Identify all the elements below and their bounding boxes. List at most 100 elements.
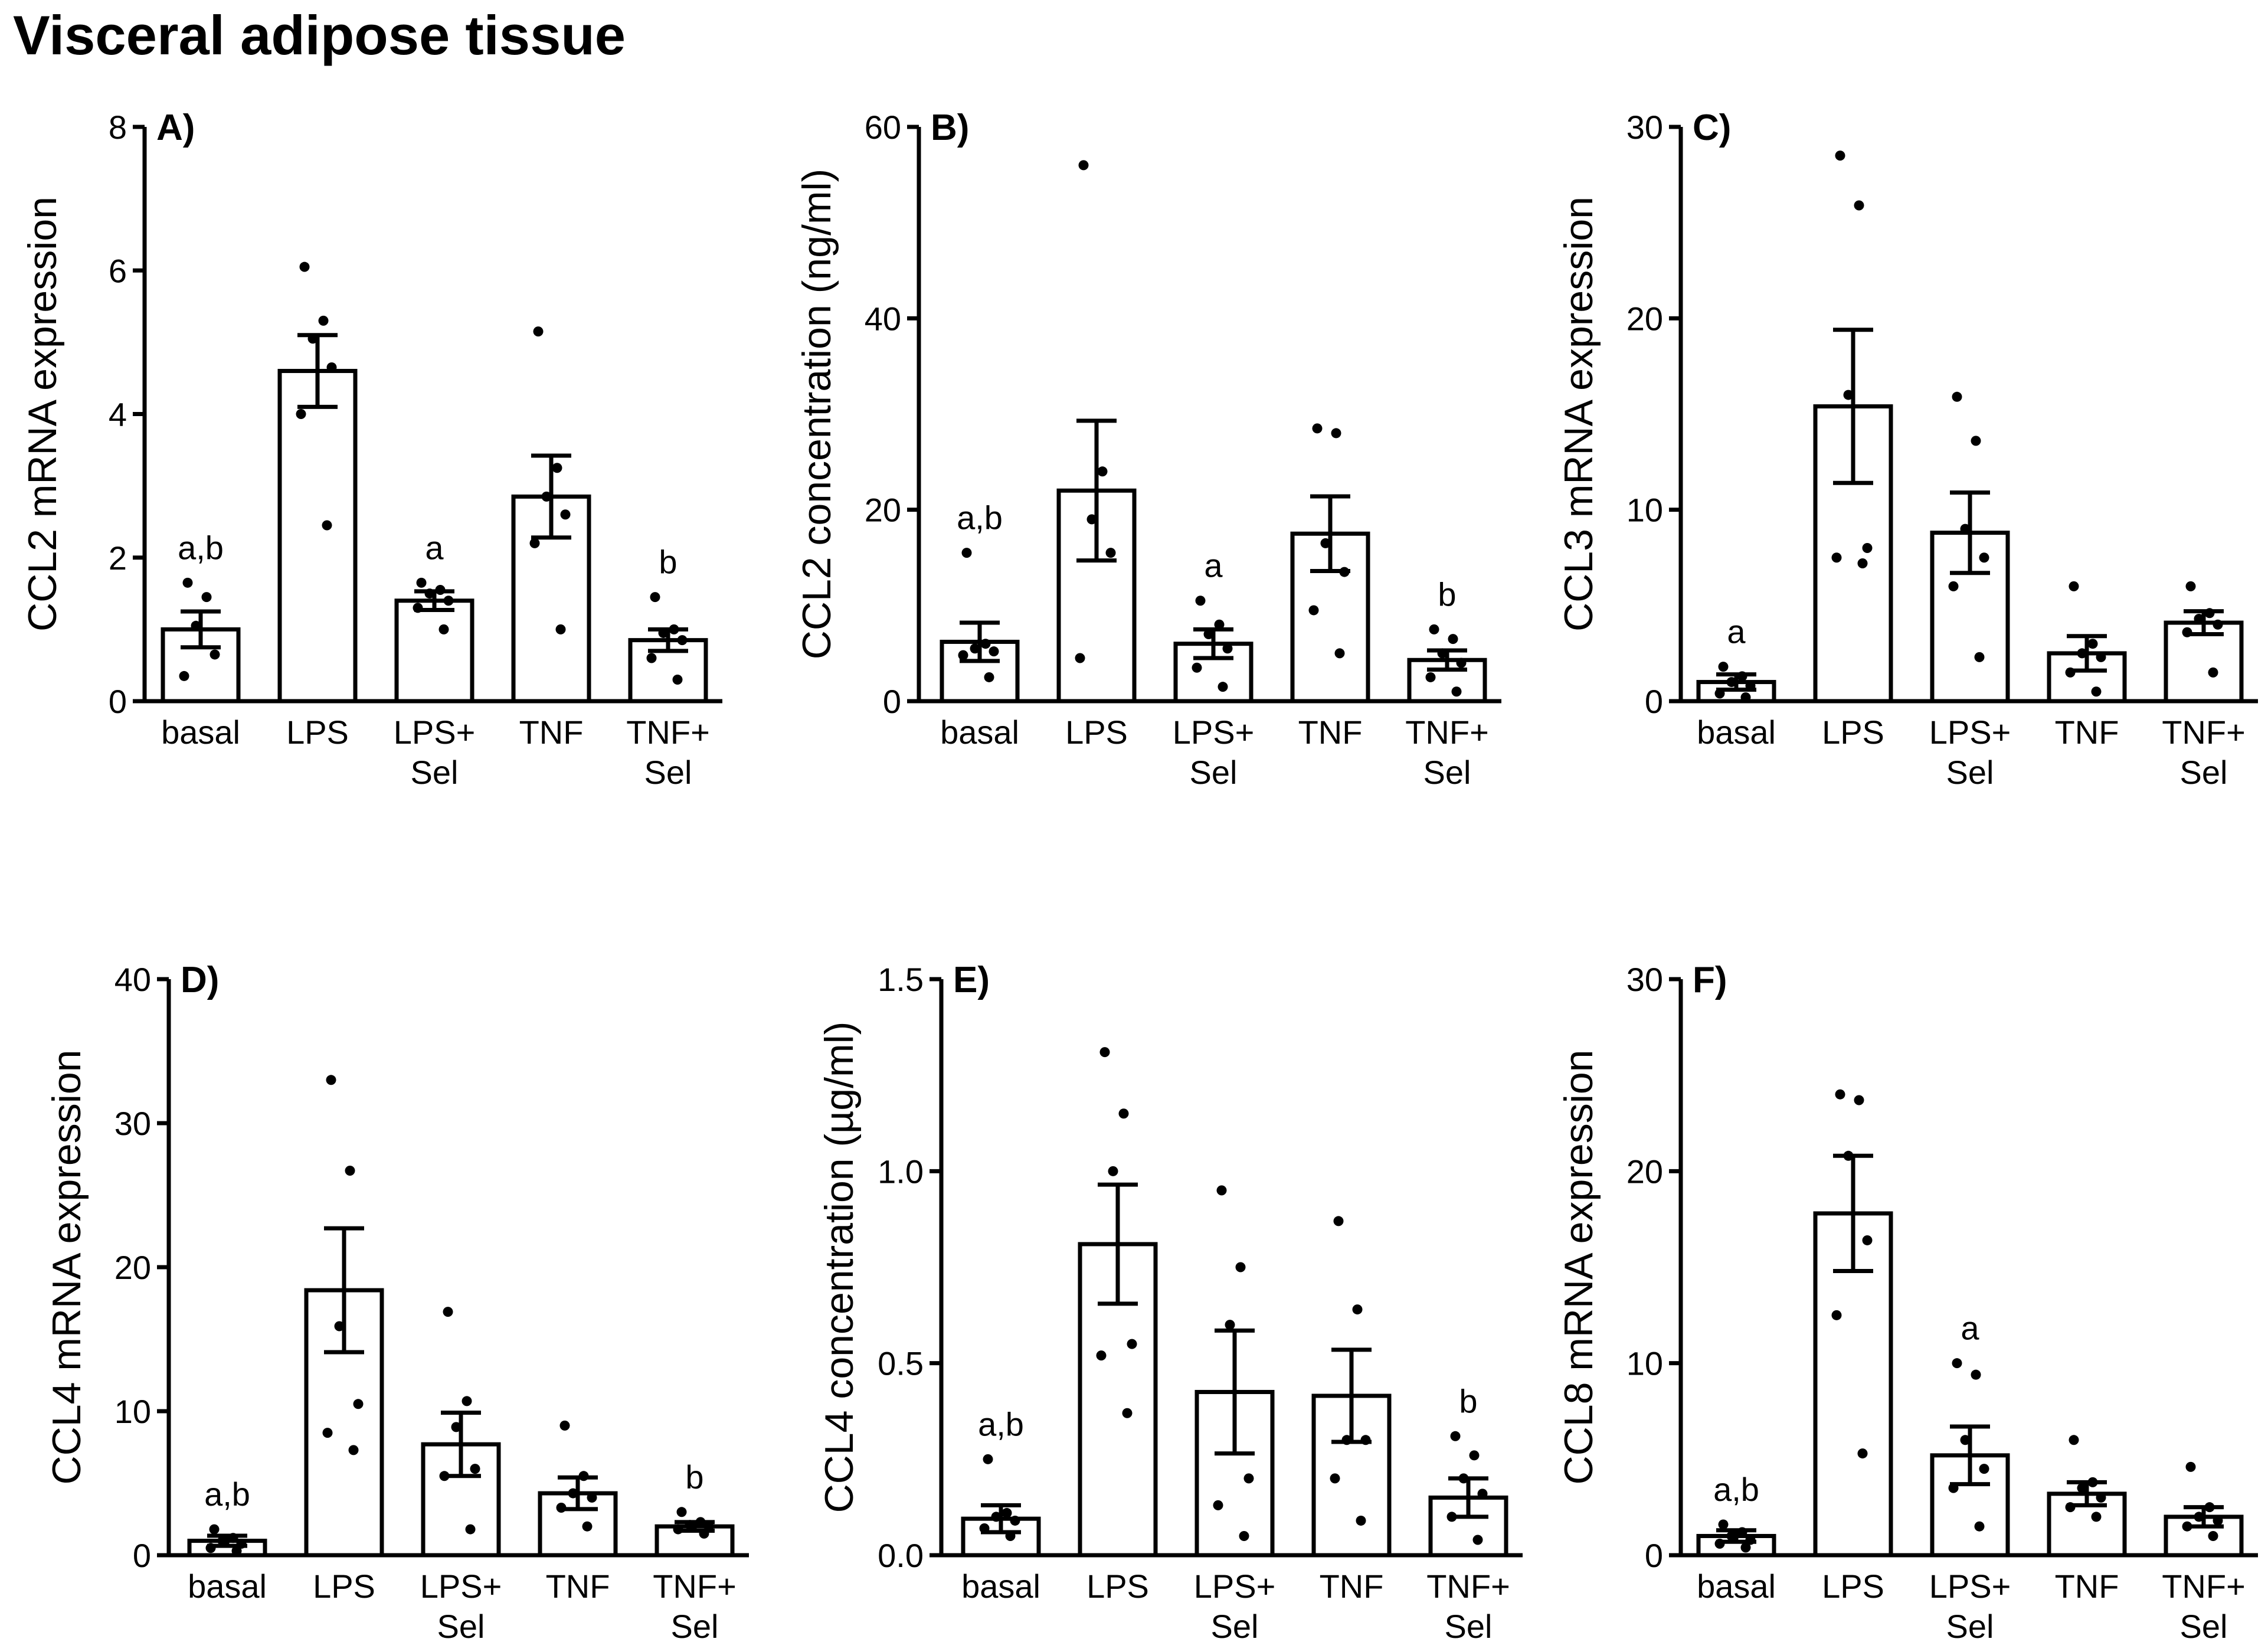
x-tick-label-line: Sel — [1445, 1608, 1493, 1645]
x-tick-label-line: Sel — [1211, 1608, 1259, 1645]
data-point — [587, 1492, 597, 1503]
x-tick-label: TNF+ Sel — [2162, 714, 2246, 791]
data-point — [231, 1546, 242, 1556]
panel-label: F) — [1693, 960, 1727, 1000]
data-point — [1477, 1489, 1488, 1499]
data-point — [322, 520, 332, 531]
x-tick-label: TNF+ Sel — [1426, 1568, 1510, 1645]
significance-label: b — [659, 544, 677, 581]
data-point — [348, 1445, 359, 1455]
bar — [277, 369, 358, 704]
data-point — [2087, 1477, 2098, 1487]
data-point — [182, 577, 193, 588]
data-point — [1843, 390, 1854, 400]
data-point — [699, 1528, 709, 1539]
x-tick-label: basal — [961, 1568, 1040, 1605]
x-tick-label: basal — [940, 714, 1019, 751]
data-point — [1446, 1512, 1457, 1522]
x-tick-label: LPS+ Sel — [420, 1568, 502, 1645]
data-point — [2087, 639, 2098, 649]
data-point — [307, 333, 318, 344]
data-point — [1862, 1235, 1873, 1245]
x-tick-label: LPS+ Sel — [1929, 1568, 2011, 1645]
data-point — [1835, 151, 1845, 161]
x-tick-label-line: basal — [188, 1568, 267, 1605]
data-point — [1458, 1473, 1469, 1484]
x-tick-label: LPS+ Sel — [1929, 714, 2011, 791]
y-tick-label: 6 — [109, 252, 127, 289]
data-point — [296, 409, 306, 419]
y-tick-label: 0 — [1645, 1537, 1663, 1574]
data-point — [1960, 1435, 1971, 1445]
data-point — [1718, 662, 1729, 672]
bar — [394, 598, 474, 704]
data-point — [1971, 1369, 1981, 1380]
x-tick-label: LPS — [286, 714, 349, 751]
x-tick-label: LPS — [313, 1568, 375, 1605]
data-point — [210, 649, 220, 660]
data-point — [1097, 466, 1108, 477]
data-point — [326, 362, 337, 372]
x-tick-label-line: basal — [1697, 1568, 1776, 1605]
data-point — [1429, 624, 1439, 634]
data-point — [345, 1166, 355, 1176]
data-point — [1235, 1262, 1246, 1272]
data-point — [669, 624, 679, 634]
x-tick-label: basal — [188, 1568, 267, 1605]
data-point — [209, 1524, 220, 1535]
significance-label: a,b — [957, 499, 1003, 537]
y-tick-label: 1.0 — [878, 1153, 924, 1190]
y-tick-label: 30 — [114, 1105, 151, 1142]
y-tick-label: 30 — [1626, 109, 1663, 146]
x-tick-label-line: TNF — [519, 714, 584, 751]
data-point — [2077, 1483, 2087, 1493]
significance-label: b — [1438, 575, 1456, 613]
chart-panel-1: 0 2 4 6 8 CCL2 mRNA expression A) a,b basal LPS a L… — [20, 107, 722, 791]
data-point — [970, 643, 980, 654]
data-point — [205, 1543, 216, 1553]
panel-label: B) — [931, 107, 969, 148]
data-point — [1862, 543, 1873, 554]
y-tick-label: 0 — [883, 683, 901, 720]
significance-label: a,b — [178, 529, 224, 566]
data-point — [2185, 1461, 2196, 1472]
y-tick-label: 4 — [109, 396, 127, 433]
x-tick-label-line: Sel — [644, 754, 692, 791]
x-tick-label: basal — [1697, 714, 1776, 751]
data-point — [556, 1502, 567, 1513]
data-point — [179, 670, 189, 681]
data-point — [334, 1321, 345, 1332]
y-tick-label: 40 — [114, 961, 151, 998]
data-point — [2065, 667, 2076, 678]
data-point — [2194, 1512, 2204, 1522]
data-point — [1330, 1473, 1340, 1484]
significance-label: a — [1961, 1310, 1979, 1347]
y-tick-label: 10 — [1626, 492, 1663, 529]
data-point — [1450, 1431, 1461, 1441]
data-point — [677, 635, 688, 646]
data-point — [1960, 524, 1971, 534]
data-point — [1979, 1464, 1989, 1474]
significance-label: a,b — [204, 1476, 250, 1513]
data-point — [1218, 682, 1228, 692]
x-tick-label: TNF+ Sel — [2162, 1568, 2246, 1645]
data-point — [991, 1512, 1002, 1522]
data-point — [2204, 608, 2215, 619]
data-point — [2182, 1521, 2192, 1532]
data-point — [582, 1521, 593, 1532]
x-tick-label-line: LPS — [313, 1568, 375, 1605]
data-point — [228, 1533, 238, 1543]
y-tick-label: 10 — [1626, 1345, 1663, 1382]
significance-label: a — [425, 529, 444, 566]
data-point — [1308, 605, 1319, 616]
data-point — [658, 627, 669, 638]
data-point — [560, 509, 571, 520]
data-point — [1740, 1542, 1751, 1553]
data-point — [2096, 652, 2106, 662]
x-tick-label-line: LPS+ — [420, 1568, 502, 1605]
x-tick-label-line: LPS+ — [394, 714, 476, 751]
data-point — [462, 1396, 472, 1406]
y-tick-label: 20 — [1626, 1153, 1663, 1190]
x-tick-label: TNF — [1320, 1568, 1384, 1605]
